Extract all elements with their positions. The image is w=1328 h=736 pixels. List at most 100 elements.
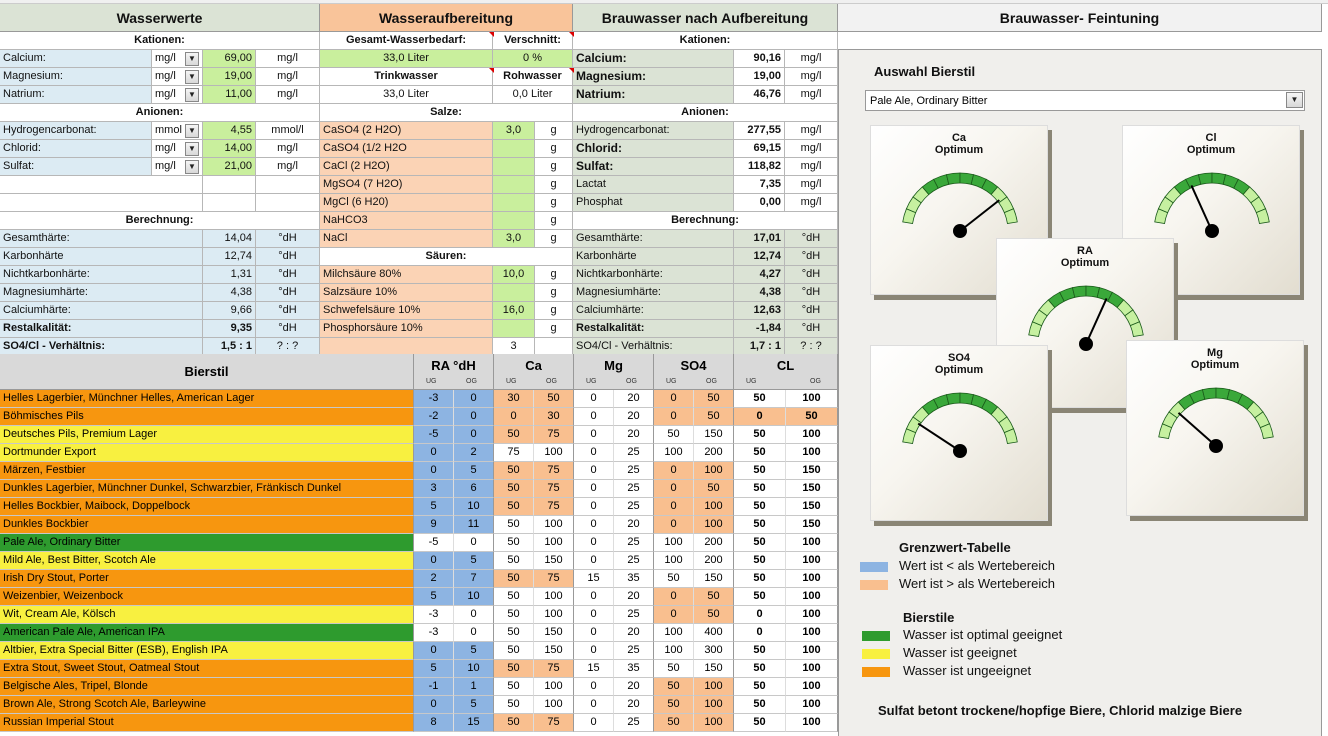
beer-style-select[interactable]: Pale Ale, Ordinary Bitter	[865, 90, 1305, 111]
left-label[interactable]: Magnesium:	[0, 68, 152, 86]
limit-value: 35	[614, 570, 654, 588]
limit-value: 20	[614, 390, 654, 408]
chevron-down-icon[interactable]: ▼	[1286, 92, 1303, 108]
left-label[interactable]: Natrium:	[0, 86, 152, 104]
limit-value: 0	[654, 498, 694, 516]
result-value: 4,38	[734, 284, 785, 302]
limit-value: 100	[534, 678, 574, 696]
salt-label: MgSO4 (7 H2O)	[320, 176, 493, 194]
acid-amount[interactable]: 10,0	[493, 266, 535, 284]
verschnitt-label: Verschnitt:	[493, 32, 573, 50]
salt-amount[interactable]	[493, 194, 535, 212]
og-label: OG	[546, 378, 557, 385]
unit-label: mg/l	[256, 86, 320, 104]
chevron-down-icon[interactable]: ▼	[185, 124, 199, 138]
result-label: Natrium:	[573, 86, 734, 104]
beer-style-row[interactable]: Belgische Ales, Tripel, Blonde	[0, 678, 414, 696]
result-label: Hydrogencarbonat:	[573, 122, 734, 140]
beer-style-row[interactable]: Brown Ale, Strong Scotch Ale, Barleywine	[0, 696, 414, 714]
kationen-title[interactable]: Kationen:	[0, 32, 320, 50]
limit-value: 0	[454, 390, 494, 408]
beer-style-row[interactable]: Russian Imperial Stout	[0, 714, 414, 732]
beer-style-row[interactable]: American Pale Ale, American IPA	[0, 624, 414, 642]
chevron-down-icon[interactable]: ▼	[185, 52, 199, 66]
gauge-dial	[902, 172, 1018, 238]
limit-value: 0	[574, 426, 614, 444]
limit-value: 50	[734, 714, 786, 732]
salt-amount[interactable]	[493, 212, 535, 230]
input-value[interactable]: 21,00	[203, 158, 256, 176]
limit-value: 50	[654, 678, 694, 696]
calc-label: Restalkalität:	[0, 320, 203, 338]
beer-style-row[interactable]: Märzen, Festbier	[0, 462, 414, 480]
limit-value: 10	[454, 498, 494, 516]
left-label[interactable]: Sulfat:	[0, 158, 152, 176]
comment-marker	[489, 32, 494, 37]
limit-value: 50	[494, 678, 534, 696]
comment-marker	[489, 68, 494, 73]
chevron-down-icon[interactable]: ▼	[185, 70, 199, 84]
beer-style-row[interactable]: Deutsches Pils, Premium Lager	[0, 426, 414, 444]
ug-label: UG	[666, 378, 677, 385]
limit-value: 50	[734, 534, 786, 552]
salt-amount[interactable]	[493, 158, 535, 176]
gauge-sub: Optimum	[1060, 257, 1110, 269]
salt-amount[interactable]	[493, 140, 535, 158]
salt-amount[interactable]: 3,0	[493, 230, 535, 248]
og-label: OG	[706, 378, 717, 385]
input-value[interactable]: 19,00	[203, 68, 256, 86]
limit-value: 50	[734, 516, 786, 534]
beer-style-row[interactable]: Pale Ale, Ordinary Bitter	[0, 534, 414, 552]
limit-value: 75	[534, 498, 574, 516]
beer-style-row[interactable]: Böhmisches Pils	[0, 408, 414, 426]
gesamt-value[interactable]: 33,0 Liter	[320, 50, 493, 68]
input-value[interactable]: 4,55	[203, 122, 256, 140]
acid-amount[interactable]	[493, 284, 535, 302]
gauge-sub: Optimum	[1186, 144, 1236, 156]
beer-style-row[interactable]: Dortmunder Export	[0, 444, 414, 462]
beer-style-row[interactable]: Helles Lagerbier, Münchner Helles, Ameri…	[0, 390, 414, 408]
chevron-down-icon[interactable]: ▼	[185, 88, 199, 102]
acid-amount[interactable]: 16,0	[493, 302, 535, 320]
gauge-hub	[1209, 439, 1223, 453]
input-value[interactable]: 69,00	[203, 50, 256, 68]
berechnung-title: Berechnung:	[0, 212, 320, 230]
beer-style-row[interactable]: Mild Ale, Best Bitter, Scotch Ale	[0, 552, 414, 570]
left-label[interactable]: Chlorid:	[0, 140, 152, 158]
limit-value: 150	[694, 426, 734, 444]
limit-value: 25	[614, 714, 654, 732]
gauge-hub	[953, 444, 967, 458]
beer-style-row[interactable]: Irish Dry Stout, Porter	[0, 570, 414, 588]
beer-style-row[interactable]: Dunkles Lagerbier, Münchner Dunkel, Schw…	[0, 480, 414, 498]
gauge-title: SO4 Optimum	[871, 352, 1047, 376]
beer-style-row[interactable]: Wit, Cream Ale, Kölsch	[0, 606, 414, 624]
limit-value: 8	[414, 714, 454, 732]
beer-style-row[interactable]: Dunkles Bockbier	[0, 516, 414, 534]
result-unit: mg/l	[785, 86, 838, 104]
ug-label: UG	[506, 378, 517, 385]
gauge-sub: Optimum	[934, 364, 984, 376]
acid-amount[interactable]	[493, 320, 535, 338]
gauge-segment	[1071, 285, 1087, 298]
limit-value: 100	[786, 444, 838, 462]
beer-style-row[interactable]: Extra Stout, Sweet Stout, Oatmeal Stout	[0, 660, 414, 678]
limit-value: 0	[654, 390, 694, 408]
calc-unit: °dH	[256, 320, 320, 338]
input-value[interactable]: 14,00	[203, 140, 256, 158]
result-value: 1,7 : 1	[734, 338, 785, 356]
chevron-down-icon[interactable]: ▼	[185, 142, 199, 156]
left-label[interactable]: Hydrogencarbonat:	[0, 122, 152, 140]
beer-style-row[interactable]: Altbier, Extra Special Bitter (ESB), Eng…	[0, 642, 414, 660]
beer-style-row[interactable]: Helles Bockbier, Maibock, Doppelbock	[0, 498, 414, 516]
limit-value: 25	[614, 606, 654, 624]
chevron-down-icon[interactable]: ▼	[185, 160, 199, 174]
left-label[interactable]: Calcium:	[0, 50, 152, 68]
salt-amount[interactable]: 3,0	[493, 122, 535, 140]
auswahl-label: Auswahl Bierstil	[874, 64, 976, 79]
calc-unit: °dH	[256, 248, 320, 266]
verschnitt-value[interactable]: 0 %	[493, 50, 573, 68]
input-value[interactable]: 11,00	[203, 86, 256, 104]
limit-value: 50	[734, 444, 786, 462]
beer-style-row[interactable]: Weizenbier, Weizenbock	[0, 588, 414, 606]
salt-amount[interactable]	[493, 176, 535, 194]
